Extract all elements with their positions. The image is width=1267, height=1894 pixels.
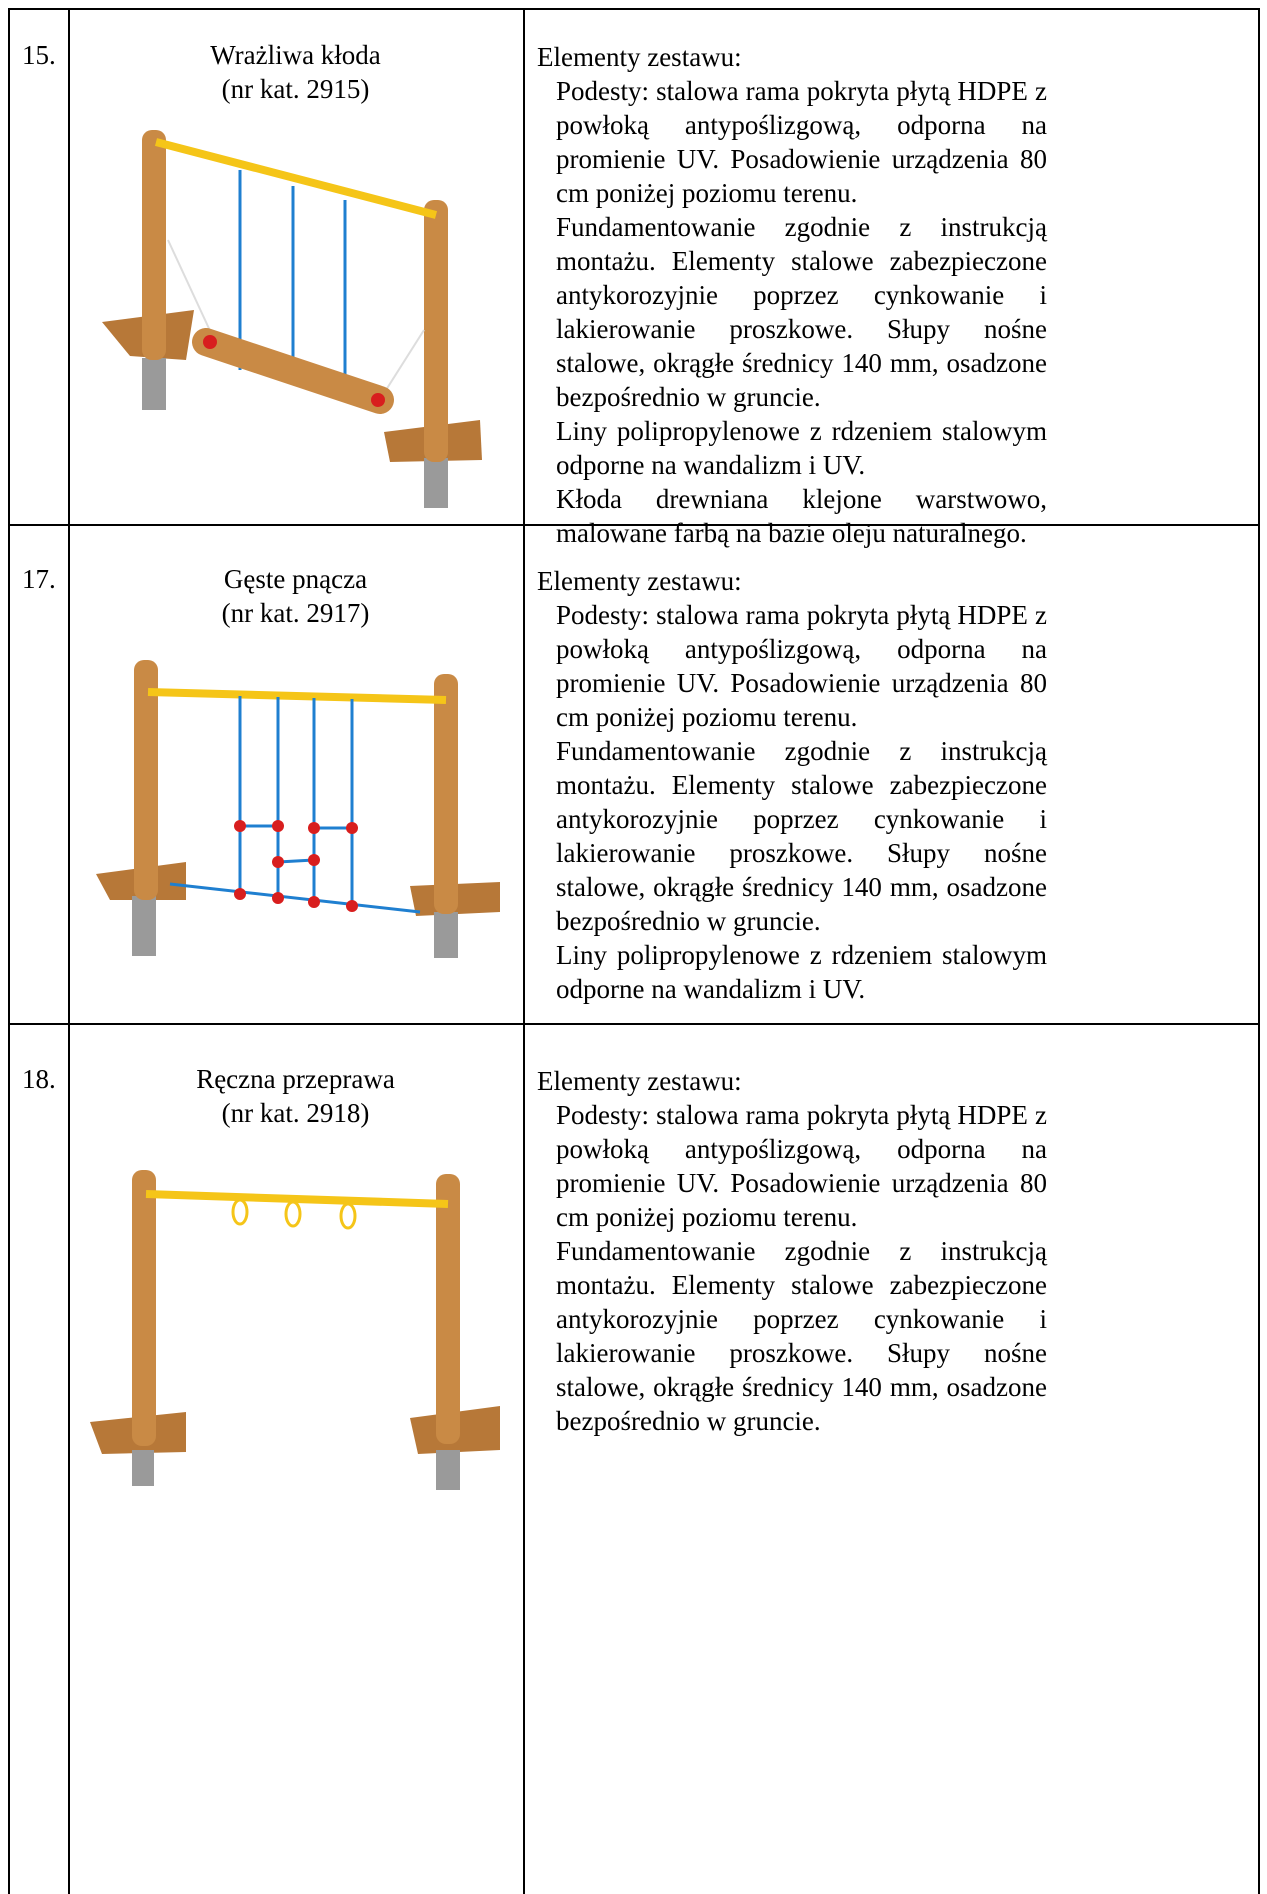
post [142,130,166,360]
product-title: Ręczna przeprawa (nr kat. 2918) [68,1062,523,1130]
knot [272,856,284,868]
product-description: Elementy zestawu: Podesty: stalowa rama … [537,564,1047,1006]
knot [272,892,284,904]
post [132,1170,156,1446]
description-heading: Elementy zestawu: [537,1066,742,1096]
knot [234,888,246,900]
knot [346,900,358,912]
knot [308,896,320,908]
description-paragraph: Liny polipropylenowe z rdzeniem stalowym… [556,940,1047,1004]
row-number: 18. [22,1064,56,1094]
product-name: Wrażliwa kłoda [210,40,381,70]
log-cap [371,393,385,407]
product-image-log [102,130,482,508]
post [434,674,458,914]
ring [231,1198,249,1226]
side-rope [385,329,425,391]
log-cap [203,335,217,349]
row-divider [8,524,1260,526]
description-paragraph: Fundamentowanie zgodnie z instrukcją mon… [556,212,1047,412]
post [424,200,448,462]
top-bar [147,688,447,704]
post [134,660,158,900]
product-description: Elementy zestawu: Podesty: stalowa rama … [537,1064,1047,1438]
row-number: 17. [22,564,56,594]
description-paragraph: Fundamentowanie zgodnie z instrukcją mon… [556,736,1047,936]
top-bar [145,1190,449,1208]
product-catalog-number: (nr kat. 2917) [221,598,370,628]
description-paragraph: Kłoda drewniana klejone warstwowo, malow… [556,484,1047,548]
rope [277,858,315,864]
description-heading: Elementy zestawu: [537,42,742,72]
product-title: Gęste pnącza (nr kat. 2917) [68,562,523,630]
table-border-left [8,8,10,1894]
knot [308,854,320,866]
table-border-right [1258,8,1260,1894]
description-heading: Elementy zestawu: [537,566,742,596]
steel-foot [434,912,458,958]
log [192,328,394,414]
product-catalog-number: (nr kat. 2915) [221,74,370,104]
knot [346,822,358,834]
row-number: 15. [22,40,56,70]
product-description: Elementy zestawu: Podesty: stalowa rama … [537,40,1047,550]
row-divider [8,1023,1260,1025]
column-divider [523,8,525,1894]
side-rope [167,239,213,336]
product-image-vines [96,660,500,958]
steel-foot [436,1450,460,1490]
steel-foot [132,896,156,956]
steel-foot [142,358,166,410]
description-paragraph: Liny polipropylenowe z rdzeniem stalowym… [556,416,1047,480]
description-paragraph: Podesty: stalowa rama pokryta płytą HDPE… [556,600,1047,732]
product-image-hand-crossing [90,1170,500,1490]
knot [272,820,284,832]
steel-foot [132,1450,154,1486]
ring [284,1200,302,1228]
description-paragraph: Podesty: stalowa rama pokryta płytą HDPE… [556,76,1047,208]
product-title: Wrażliwa kłoda (nr kat. 2915) [68,38,523,106]
ring [339,1202,357,1230]
description-paragraph: Podesty: stalowa rama pokryta płytą HDPE… [556,1100,1047,1232]
top-bar [154,138,438,219]
knot [308,822,320,834]
description-paragraph: Fundamentowanie zgodnie z instrukcją mon… [556,1236,1047,1436]
column-divider [68,8,70,1894]
product-name: Gęste pnącza [223,564,368,594]
bottom-rope [169,882,421,914]
post [436,1174,460,1444]
knot [234,820,246,832]
steel-foot [424,458,448,508]
product-catalog-number: (nr kat. 2918) [221,1098,370,1128]
product-name: Ręczna przeprawa [196,1064,395,1094]
table-border-top [8,8,1260,10]
